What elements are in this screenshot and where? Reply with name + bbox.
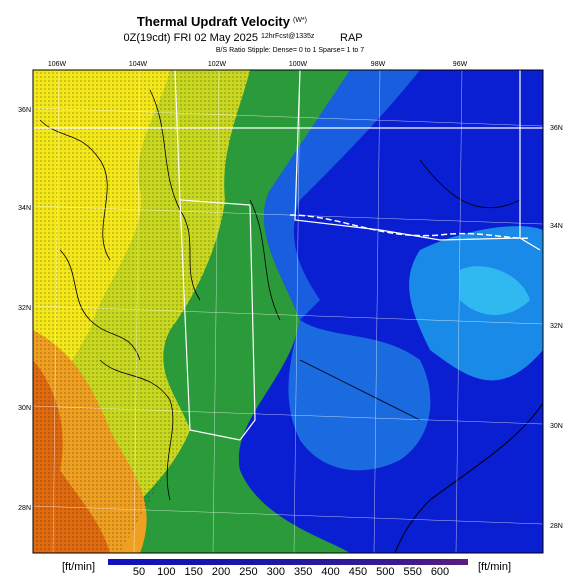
title: Thermal Updraft Velocity: [137, 14, 291, 29]
map: [33, 70, 543, 553]
colorbar-tick-label: 350: [294, 566, 312, 578]
colorbar-unit-left: [ft/min]: [62, 561, 95, 573]
latitude-label-left: 30N: [18, 405, 31, 412]
meridian: [52, 70, 60, 553]
meridian: [133, 70, 141, 553]
colorbar-tick-label: 600: [431, 566, 449, 578]
colorbar-unit-right: [ft/min]: [478, 561, 511, 573]
parallel: [33, 505, 543, 525]
colorbar-tick-label: 200: [212, 566, 230, 578]
parallel: [33, 107, 543, 127]
colorbar-tick-label: 50: [133, 566, 145, 578]
latitude-label-left: 36N: [18, 107, 31, 114]
meridian: [373, 70, 381, 553]
stipple-note: B/S Ratio Stipple: Dense= 0 to 1 Sparse=…: [216, 47, 364, 54]
colorbar-tick-label: 150: [185, 566, 203, 578]
meridian: [455, 70, 463, 553]
meridian: [212, 70, 220, 553]
colorbar-tick-label: 300: [267, 566, 285, 578]
latitude-label-left: 28N: [18, 505, 31, 512]
colorbar-tick-label: 100: [157, 566, 175, 578]
longitude-label: 100W: [289, 61, 308, 68]
colorbar-tick-label: 550: [403, 566, 421, 578]
latitude-label-left: 32N: [18, 305, 31, 312]
parallel: [33, 305, 543, 325]
parallel: [33, 405, 543, 425]
longitude-label: 106W: [48, 61, 67, 68]
colorbar-tick-label: 450: [349, 566, 367, 578]
parallel: [33, 205, 543, 225]
latitude-label-right: 32N: [550, 323, 563, 330]
latitude-label-right: 30N: [550, 423, 563, 430]
meridian: [293, 70, 301, 553]
longitude-label: 104W: [129, 61, 148, 68]
colorbar-tick-label: 250: [239, 566, 257, 578]
title-superscript: (W*): [293, 17, 307, 24]
subtitle-time: 0Z(19cdt) FRI 02 May 2025: [123, 32, 258, 44]
latitude-label-right: 36N: [550, 125, 563, 132]
latitude-label-left: 34N: [18, 205, 31, 212]
subtitle-model: RAP: [340, 32, 363, 44]
colorbar-tick-label: 500: [376, 566, 394, 578]
latitude-label-right: 28N: [550, 523, 563, 530]
colorbar-tick-label: 400: [321, 566, 339, 578]
longitude-label: 98W: [371, 61, 386, 68]
subtitle-forecast: 12hrFcst@1335z: [261, 33, 315, 40]
colorbar: [108, 559, 468, 565]
longitude-label: 102W: [208, 61, 227, 68]
latitude-label-right: 34N: [550, 223, 563, 230]
longitude-label: 96W: [453, 61, 468, 68]
